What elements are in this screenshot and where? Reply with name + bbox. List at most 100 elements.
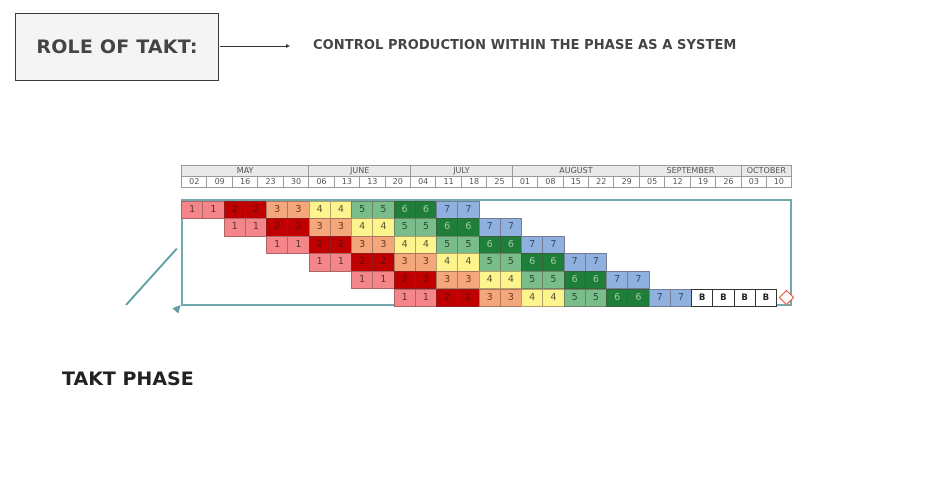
week-label: 30 — [282, 177, 309, 188]
trade-1-cell: 1 — [372, 270, 395, 290]
trade-2-cell: 2 — [266, 218, 289, 237]
trade-3-cell: 3 — [329, 218, 352, 237]
trade-4-cell: 4 — [521, 288, 544, 308]
trade-1-cell: 1 — [351, 270, 374, 290]
month-june: JUNE — [308, 165, 411, 177]
trade-5-cell: 5 — [351, 200, 374, 220]
role-of-takt-box: ROLE OF TAKT: — [15, 13, 219, 81]
week-label: 19 — [689, 177, 716, 188]
trade-2-cell: 2 — [287, 218, 310, 237]
month-may: MAY — [181, 165, 309, 177]
trade-7-cell: 7 — [606, 270, 629, 290]
week-label: 10 — [766, 177, 792, 188]
trade-7-cell: 7 — [499, 218, 522, 237]
trade-2-cell: 2 — [223, 200, 246, 220]
trade-3-cell: 3 — [457, 270, 480, 290]
takt-phase-pointer-arrow — [125, 247, 178, 306]
arrow-right-icon — [286, 44, 290, 48]
trade-4-cell: 4 — [478, 270, 501, 290]
buffer-cell: B — [754, 288, 777, 308]
trade-6-cell: 6 — [457, 218, 480, 237]
trade-5-cell: 5 — [372, 200, 395, 220]
trade-5-cell: 5 — [478, 253, 501, 272]
week-label: 23 — [257, 177, 283, 188]
trade-5-cell: 5 — [584, 288, 607, 308]
trade-4-cell: 4 — [457, 253, 480, 272]
week-label: 18 — [460, 177, 487, 188]
trade-6-cell: 6 — [563, 270, 586, 290]
trade-2-cell: 2 — [308, 235, 331, 255]
trade-3-cell: 3 — [287, 200, 310, 220]
trade-7-cell: 7 — [584, 253, 607, 272]
trade-7-cell: 7 — [627, 270, 650, 290]
trade-7-cell: 7 — [521, 235, 544, 255]
trade-5-cell: 5 — [393, 218, 416, 237]
week-label: 25 — [486, 177, 512, 188]
trade-6-cell: 6 — [393, 200, 416, 220]
trade-7-cell: 7 — [669, 288, 692, 308]
week-label: 09 — [206, 177, 232, 188]
trade-6-cell: 6 — [499, 235, 522, 255]
trade-5-cell: 5 — [563, 288, 586, 308]
trade-6-cell: 6 — [414, 200, 437, 220]
trade-2-cell: 2 — [436, 288, 459, 308]
trade-2-cell: 2 — [329, 235, 352, 255]
trade-2-cell: 2 — [351, 253, 374, 272]
trade-3-cell: 3 — [414, 253, 437, 272]
trade-4-cell: 4 — [372, 218, 395, 237]
trade-1-cell: 1 — [181, 200, 204, 220]
week-label: 26 — [715, 177, 741, 188]
week-label: 15 — [562, 177, 588, 188]
trade-5-cell: 5 — [521, 270, 544, 290]
month-header-row: MAY JUNE JULY AUGUST SEPTEMBER OCTOBER — [181, 165, 792, 177]
trade-6-cell: 6 — [627, 288, 650, 308]
week-label: 05 — [638, 177, 665, 188]
trade-1-cell: 1 — [287, 235, 310, 255]
trade-2-cell: 2 — [414, 270, 437, 290]
trade-3-cell: 3 — [436, 270, 459, 290]
week-label: 22 — [588, 177, 614, 188]
trade-1-cell: 1 — [266, 235, 289, 255]
trade-1-cell: 1 — [244, 218, 267, 237]
trade-5-cell: 5 — [414, 218, 437, 237]
month-october: OCTOBER — [740, 165, 792, 177]
trade-2-cell: 2 — [393, 270, 416, 290]
trade-1-cell: 1 — [308, 253, 331, 272]
trade-7-cell: 7 — [457, 200, 480, 220]
trade-4-cell: 4 — [393, 235, 416, 255]
trade-4-cell: 4 — [351, 218, 374, 237]
role-of-takt-label: ROLE OF TAKT: — [36, 36, 198, 58]
week-label: 03 — [740, 177, 767, 188]
week-label: 08 — [537, 177, 563, 188]
trade-2-cell: 2 — [457, 288, 480, 308]
trade-3-cell: 3 — [478, 288, 501, 308]
week-label: 04 — [409, 177, 436, 188]
trade-7-cell: 7 — [478, 218, 501, 237]
trade-4-cell: 4 — [414, 235, 437, 255]
trade-6-cell: 6 — [584, 270, 607, 290]
trade-4-cell: 4 — [329, 200, 352, 220]
week-label: 13 — [359, 177, 385, 188]
trade-1-cell: 1 — [223, 218, 246, 237]
role-description: CONTROL PRODUCTION WITHIN THE PHASE AS A… — [313, 38, 737, 53]
trade-6-cell: 6 — [521, 253, 544, 272]
trade-6-cell: 6 — [542, 253, 565, 272]
trade-5-cell: 5 — [457, 235, 480, 255]
week-label: 20 — [384, 177, 410, 188]
trade-4-cell: 4 — [436, 253, 459, 272]
trade-7-cell: 7 — [563, 253, 586, 272]
week-label: 06 — [308, 177, 334, 188]
trade-5-cell: 5 — [499, 253, 522, 272]
trade-3-cell: 3 — [266, 200, 289, 220]
week-label: 29 — [613, 177, 639, 188]
buffer-cell: B — [712, 288, 735, 308]
trade-6-cell: 6 — [436, 218, 459, 237]
trade-3-cell: 3 — [351, 235, 374, 255]
trade-3-cell: 3 — [372, 235, 395, 255]
trade-2-cell: 2 — [244, 200, 267, 220]
trade-7-cell: 7 — [436, 200, 459, 220]
trade-4-cell: 4 — [499, 270, 522, 290]
trade-3-cell: 3 — [308, 218, 331, 237]
week-label: 02 — [181, 177, 207, 188]
trade-1-cell: 1 — [414, 288, 437, 308]
